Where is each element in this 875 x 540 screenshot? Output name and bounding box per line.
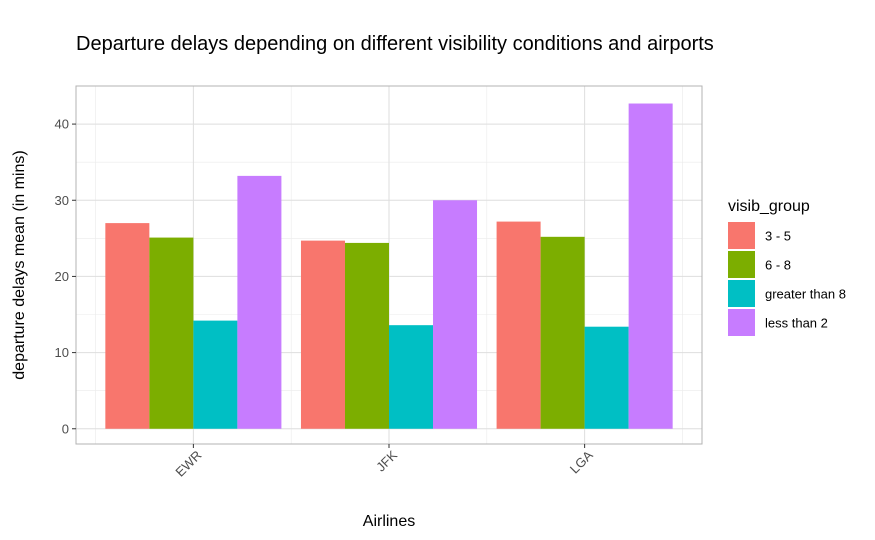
x-axis: EWR JFK LGA (172, 444, 596, 480)
legend: visib_group 3 - 5 6 - 8 greater than 8 less… (728, 198, 846, 336)
bar-lga-6-8 (540, 236, 585, 429)
plot-panel (75, 85, 703, 445)
bar-jfk-less-than-2 (433, 200, 478, 429)
legend-items: 3 - 5 6 - 8 greater than 8 less than 2 (728, 222, 846, 336)
bars (105, 103, 673, 429)
x-axis-title: Airlines (363, 513, 415, 530)
legend-key (728, 280, 755, 307)
legend-label: greater than 8 (765, 287, 846, 302)
bar-jfk-3-5 (300, 240, 345, 429)
bar-ewr-less-than-2 (237, 175, 282, 429)
y-axis: 0 10 20 30 40 (55, 117, 76, 436)
legend-title: visib_group (728, 198, 810, 215)
y-tick-label: 40 (55, 117, 69, 132)
x-tick-label: JFK (373, 447, 400, 474)
bar-jfk-greater-than-8 (389, 325, 434, 429)
bar-lga-less-than-2 (628, 103, 673, 429)
bar-ewr-greater-than-8 (193, 320, 238, 429)
legend-key (728, 222, 755, 249)
legend-label: less than 2 (765, 316, 828, 331)
bar-jfk-6-8 (344, 242, 389, 429)
legend-key (728, 309, 755, 336)
x-tick-label: EWR (172, 448, 204, 480)
bar-lga-3-5 (496, 221, 541, 429)
legend-key (728, 251, 755, 278)
bar-ewr-3-5 (105, 223, 150, 429)
legend-label: 3 - 5 (765, 229, 791, 244)
y-axis-title: departure delays mean (in mins) (11, 150, 28, 379)
y-tick-label: 10 (55, 345, 69, 360)
y-tick-label: 30 (55, 193, 69, 208)
chart-title: Departure delays depending on different … (76, 33, 714, 55)
bar-lga-greater-than-8 (584, 326, 629, 429)
y-tick-label: 20 (55, 269, 69, 284)
y-tick-label: 0 (62, 421, 69, 436)
legend-label: 6 - 8 (765, 258, 791, 273)
bar-ewr-6-8 (149, 237, 194, 429)
x-tick-label: LGA (567, 447, 596, 476)
